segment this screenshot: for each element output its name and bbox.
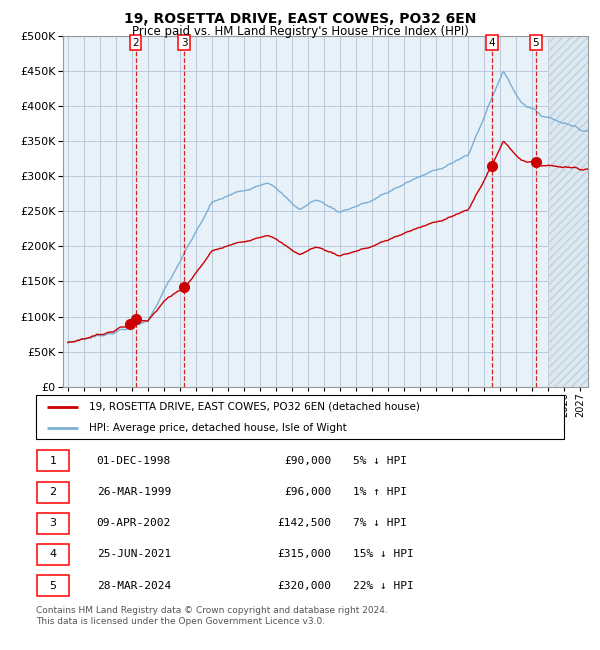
FancyBboxPatch shape [37, 450, 69, 471]
Text: 19, ROSETTA DRIVE, EAST COWES, PO32 6EN: 19, ROSETTA DRIVE, EAST COWES, PO32 6EN [124, 12, 476, 26]
Text: Contains HM Land Registry data © Crown copyright and database right 2024.: Contains HM Land Registry data © Crown c… [36, 606, 388, 615]
Text: 4: 4 [488, 38, 495, 47]
Text: 3: 3 [181, 38, 187, 47]
FancyBboxPatch shape [36, 395, 564, 439]
Text: 22% ↓ HPI: 22% ↓ HPI [353, 580, 413, 591]
Text: 2: 2 [49, 487, 56, 497]
FancyBboxPatch shape [37, 544, 69, 565]
Text: 7% ↓ HPI: 7% ↓ HPI [353, 518, 407, 528]
Text: Price paid vs. HM Land Registry's House Price Index (HPI): Price paid vs. HM Land Registry's House … [131, 25, 469, 38]
Text: 1: 1 [49, 456, 56, 466]
Text: 26-MAR-1999: 26-MAR-1999 [97, 487, 171, 497]
Text: 1% ↑ HPI: 1% ↑ HPI [353, 487, 407, 497]
Text: 01-DEC-1998: 01-DEC-1998 [97, 456, 171, 466]
Text: 15% ↓ HPI: 15% ↓ HPI [353, 549, 413, 560]
Bar [548, 36, 588, 387]
Text: 3: 3 [49, 518, 56, 528]
Text: 25-JUN-2021: 25-JUN-2021 [97, 549, 171, 560]
Text: £90,000: £90,000 [284, 456, 332, 466]
Text: 2: 2 [132, 38, 139, 47]
Text: 28-MAR-2024: 28-MAR-2024 [97, 580, 171, 591]
FancyBboxPatch shape [37, 575, 69, 596]
Text: 4: 4 [49, 549, 56, 560]
Text: £142,500: £142,500 [278, 518, 332, 528]
Text: 19, ROSETTA DRIVE, EAST COWES, PO32 6EN (detached house): 19, ROSETTA DRIVE, EAST COWES, PO32 6EN … [89, 402, 419, 412]
FancyBboxPatch shape [37, 482, 69, 502]
Text: HPI: Average price, detached house, Isle of Wight: HPI: Average price, detached house, Isle… [89, 422, 347, 433]
Text: £315,000: £315,000 [278, 549, 332, 560]
Text: This data is licensed under the Open Government Licence v3.0.: This data is licensed under the Open Gov… [36, 618, 325, 627]
Text: £96,000: £96,000 [284, 487, 332, 497]
Text: 5% ↓ HPI: 5% ↓ HPI [353, 456, 407, 466]
Text: 5: 5 [533, 38, 539, 47]
Text: 09-APR-2002: 09-APR-2002 [97, 518, 171, 528]
Text: 5: 5 [49, 580, 56, 591]
Text: £320,000: £320,000 [278, 580, 332, 591]
FancyBboxPatch shape [37, 513, 69, 534]
